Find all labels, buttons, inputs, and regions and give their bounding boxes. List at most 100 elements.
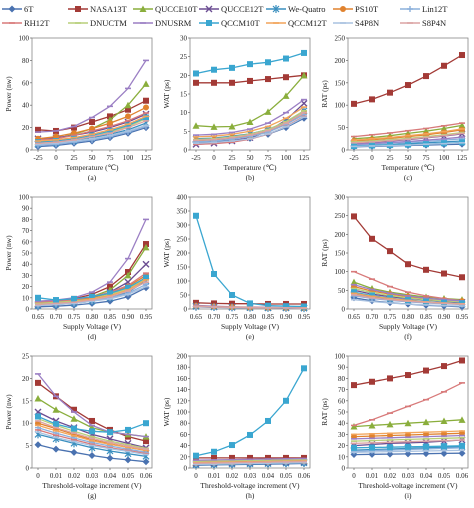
y-tick-label: 160 (177, 375, 188, 383)
x-tick-label: 0.90 (438, 313, 451, 321)
y-tick-label: 140 (177, 386, 188, 394)
series-nasa13t-point-marker (125, 106, 131, 113)
x-tick-label: 0 (54, 154, 58, 162)
y-tick-label: 100 (177, 409, 188, 417)
y-tick-label: 60 (22, 238, 30, 246)
x-tick-label: 0.80 (244, 313, 257, 321)
legend-label: S4P8N (355, 18, 380, 28)
legend-swatch (400, 6, 420, 12)
legend-item-we-quatro: We-Quatro (266, 2, 326, 16)
series-nasa13t-point-marker (387, 89, 393, 96)
series-qccm10t-point-marker (283, 303, 289, 310)
y-axis-label: RAT (ps) (320, 398, 329, 426)
y-tick-label: 40 (22, 261, 30, 269)
legend-6t-marker (8, 5, 16, 13)
x-tick-label: 0.75 (68, 313, 81, 321)
x-tick-label: 0.05 (438, 472, 451, 480)
y-tick-label: 350 (177, 208, 188, 216)
x-tick-label: 0.65 (348, 313, 361, 321)
series-line-qccm10t (195, 367, 305, 457)
series-qucce10t-point-marker (458, 416, 466, 423)
series-qccm10t-point-marker (193, 452, 199, 459)
series-qccm10t-point-marker (53, 297, 59, 304)
x-tick-label: 0.70 (50, 313, 63, 321)
legend-item-qccm12t: QCCM12T (266, 16, 327, 30)
series-nasa13t-point-marker (405, 261, 411, 268)
series-qccm10t-point-marker (53, 421, 59, 428)
series-ps10t-point-marker (107, 120, 113, 127)
y-tick-label: 90 (22, 205, 30, 213)
panel-caption: (d) (88, 332, 97, 341)
series-qccm10t-point-marker (283, 55, 289, 62)
y-axis-label: Power (nw) (4, 394, 13, 430)
panel-caption: (h) (246, 491, 255, 500)
legend-item-dnuctm: DNUCTM (68, 16, 127, 30)
y-axis-label: WAT (ps) (162, 79, 171, 108)
legend-swatch (133, 5, 153, 12)
series-6t-point-marker (422, 450, 430, 458)
series-qucce10t-point-marker (228, 122, 236, 130)
series-qccm10t-point-marker (89, 293, 95, 300)
y-tick-label: 400 (177, 194, 188, 202)
y-tick-label: 30 (22, 272, 30, 280)
legend-label: NASA13T (90, 4, 127, 14)
y-tick-label: 300 (335, 194, 346, 202)
series-6t-point-marker (34, 441, 42, 449)
legend-ps10t-marker (340, 6, 346, 12)
series-qccm10t-point-marker (107, 290, 113, 297)
series-qccm10t-point-marker (247, 431, 253, 438)
series-qccm10t-point-marker (265, 302, 271, 309)
series-qccm10t-point-marker (71, 425, 77, 432)
series-qucce10t-point-marker (52, 406, 60, 413)
x-tick-label: 0.80 (402, 313, 415, 321)
x-axis-label: Threshold-voltage increment (V) (200, 481, 300, 490)
series-nasa13t-point-marker (71, 124, 77, 131)
series-6t-point-marker (52, 445, 60, 453)
x-axis-label: Temperature (℃) (223, 163, 277, 172)
series-qucce10t-point-marker (422, 418, 430, 426)
legend-item-lin12t: Lin12T (400, 2, 448, 16)
series-nasa13t-point-marker (351, 100, 357, 107)
y-tick-label: 0 (26, 147, 30, 155)
y-tick-label: 15 (22, 397, 30, 405)
x-tick-label: 100 (123, 154, 134, 162)
x-axis-label: Threshold-voltage increment (V) (42, 481, 142, 490)
y-tick-label: 25 (180, 53, 188, 61)
y-tick-label: 200 (177, 250, 188, 258)
series-qucce10t-point-marker (350, 423, 358, 430)
y-tick-label: 40 (180, 442, 188, 450)
series-qccm10t-point-marker (247, 300, 253, 307)
series-nasa13t-point-marker (405, 372, 411, 379)
x-tick-label: 0.95 (456, 313, 469, 321)
y-tick-label: 250 (335, 212, 346, 220)
legend-item-6t: 6T (2, 2, 33, 16)
x-axis-label: Supply Voltage (V) (63, 322, 122, 331)
chart-e: 0 50 100 150 200 250 300 350 400 0.65 0.70 0.75 0.80… (162, 194, 311, 342)
x-tick-label: 0.06 (140, 472, 153, 480)
y-tick-label: 25 (22, 353, 30, 361)
series-qccm10t-point-marker (369, 444, 375, 451)
series-qccm10t-point-marker (125, 284, 131, 291)
legend-label: PS10T (355, 4, 379, 14)
panel-caption: (f) (404, 332, 412, 341)
series-qccm10t-point-marker (459, 442, 465, 449)
panel-caption: (i) (404, 491, 412, 500)
x-tick-label: 50 (405, 154, 413, 162)
series-nasa13t-point-marker (405, 82, 411, 89)
series-qucce10t-point-marker (70, 415, 78, 422)
series-qccm10t-point-marker (89, 428, 95, 435)
series-nasa13t-point-marker (35, 379, 41, 386)
y-axis-label: Power (nw) (4, 76, 13, 112)
series-nasa13t-point-marker (387, 248, 393, 255)
legend-label: 6T (24, 4, 34, 14)
series-qccm10t-point-marker (247, 61, 253, 68)
legend-item-nasa13t: NASA13T (68, 2, 127, 16)
series-nasa13t-point-marker (459, 52, 465, 59)
series-qccm10t-point-marker (423, 443, 429, 450)
y-tick-label: 70 (22, 227, 30, 235)
chart-g: 0 5 10 15 20 25 0 0.01 0.02 0.03 0.04 0.05 0.06Thres… (4, 353, 153, 501)
series-nasa13t-point-marker (247, 454, 253, 461)
y-tick-label: 0 (342, 147, 346, 155)
series-qccm10t-point-marker (193, 212, 199, 219)
